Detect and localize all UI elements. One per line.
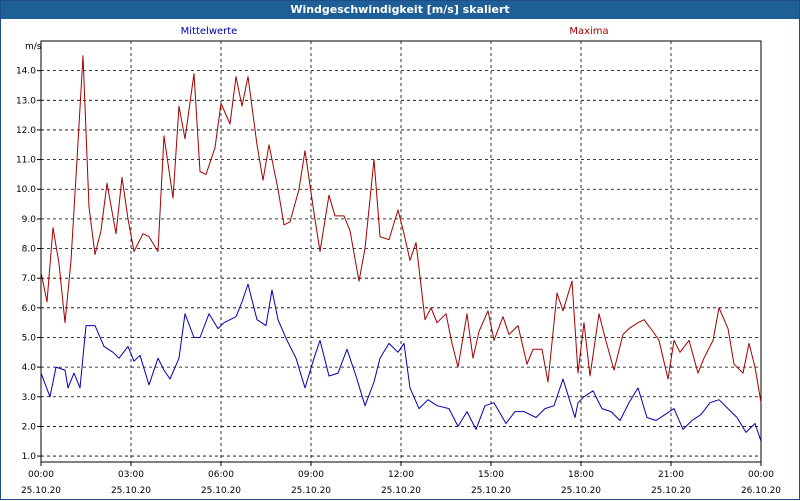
x-tick-date: 25.10.20 bbox=[561, 486, 601, 496]
x-tick-date: 25.10.20 bbox=[111, 486, 151, 496]
y-tick-label: 13.0 bbox=[16, 96, 36, 106]
x-tick-date: 26.10.20 bbox=[741, 486, 781, 496]
x-tick-time: 00:00 bbox=[748, 470, 774, 480]
x-tick-time: 09:00 bbox=[298, 470, 324, 480]
y-tick-label: 11.0 bbox=[16, 156, 36, 166]
y-tick-label: 3.0 bbox=[22, 393, 37, 403]
y-tick-label: 14.0 bbox=[16, 67, 36, 77]
y-tick-label: 10.0 bbox=[16, 185, 36, 195]
y-tick-label: 4.0 bbox=[22, 363, 37, 373]
y-tick-label: 8.0 bbox=[22, 245, 37, 255]
x-tick-date: 25.10.20 bbox=[291, 486, 331, 496]
x-tick-time: 06:00 bbox=[208, 470, 234, 480]
y-tick-label: 2.0 bbox=[22, 422, 37, 432]
y-tick-label: 7.0 bbox=[22, 274, 37, 284]
y-tick-label: 5.0 bbox=[22, 333, 37, 343]
x-tick-time: 15:00 bbox=[478, 470, 504, 480]
y-tick-label: 9.0 bbox=[22, 215, 37, 225]
x-tick-time: 00:00 bbox=[28, 470, 54, 480]
y-axis-ticks: 1.0 2.0 3.0 4.0 5.0 6.0 7.0 8.0 9.0 10.0 11.0 12.0 1… bbox=[16, 67, 41, 462]
x-tick-time: 21:00 bbox=[658, 470, 684, 480]
x-tick-time: 12:00 bbox=[388, 470, 414, 480]
data-series bbox=[40, 55, 762, 442]
x-tick-date: 25.10.20 bbox=[201, 486, 241, 496]
y-tick-label: 6.0 bbox=[22, 304, 37, 314]
x-tick-time: 18:00 bbox=[568, 470, 594, 480]
x-tick-date: 25.10.20 bbox=[651, 486, 691, 496]
y-axis-label: m/s bbox=[25, 42, 42, 52]
series-line-mittelwerte bbox=[40, 283, 762, 442]
legend-mittelwerte: Mittelwerte bbox=[181, 26, 238, 37]
series-line-maxima bbox=[40, 55, 762, 403]
legend-maxima: Maxima bbox=[569, 26, 608, 37]
grid-lines bbox=[41, 41, 761, 462]
x-tick-date: 25.10.20 bbox=[21, 486, 61, 496]
x-tick-date: 25.10.20 bbox=[471, 486, 511, 496]
y-tick-label: 12.0 bbox=[16, 126, 36, 136]
x-tick-date: 25.10.20 bbox=[381, 486, 421, 496]
window-title: Windgeschwindigkeit [m/s] skaliert bbox=[1, 1, 799, 19]
y-tick-label: 1.0 bbox=[22, 452, 37, 462]
x-axis-ticks: 00:00 25.10.20 03:00 25.10.20 06:00 25.10.20 0… bbox=[21, 462, 781, 496]
x-tick-time: 03:00 bbox=[118, 470, 144, 480]
